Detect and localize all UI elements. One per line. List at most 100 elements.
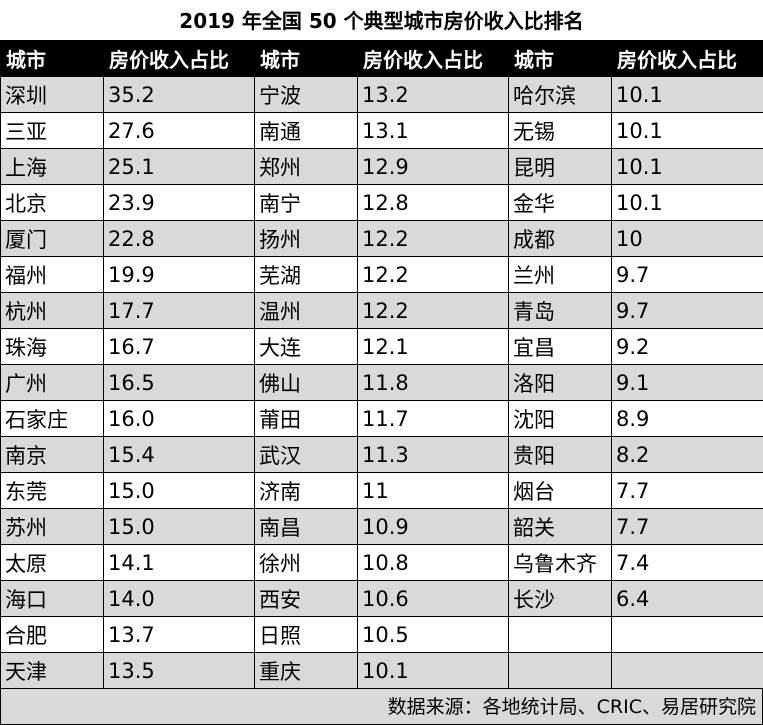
city-cell: 洛阳	[508, 364, 612, 401]
city-cell: 广州	[0, 364, 104, 401]
ratio-cell: 11.7	[357, 400, 509, 437]
city-cell: 日照	[254, 616, 358, 653]
city-cell: 成都	[508, 220, 612, 257]
city-cell: 青岛	[508, 292, 612, 329]
table-row: 三亚 27.6 南通 13.1 无锡 10.1	[0, 112, 763, 149]
table-row: 东莞 15.0 济南 11 烟台 7.7	[0, 472, 763, 509]
table-row: 福州 19.9 芜湖 12.2 兰州 9.7	[0, 256, 763, 293]
data-source-note: 数据来源：各地统计局、CRIC、易居研究院	[0, 689, 763, 725]
table-row: 北京 23.9 南宁 12.8 金华 10.1	[0, 184, 763, 221]
ratio-cell: 9.7	[611, 292, 763, 329]
ratio-cell: 9.2	[611, 328, 763, 365]
ratio-cell: 7.7	[611, 472, 763, 509]
city-cell: 福州	[0, 256, 104, 293]
ratio-cell: 10.1	[611, 148, 763, 185]
ratio-cell: 10.1	[611, 112, 763, 149]
city-cell: 南昌	[254, 508, 358, 545]
column-header-city-2: 城市	[254, 40, 358, 77]
table-row: 天津 13.5 重庆 10.1	[0, 652, 763, 689]
city-cell: 太原	[0, 544, 104, 581]
city-cell: 大连	[254, 328, 358, 365]
ratio-cell: 16.0	[103, 400, 255, 437]
ratio-cell: 35.2	[103, 76, 255, 113]
ratio-cell: 19.9	[103, 256, 255, 293]
city-cell: 宁波	[254, 76, 358, 113]
table-row: 石家庄 16.0 莆田 11.7 沈阳 8.9	[0, 400, 763, 437]
table-row: 太原 14.1 徐州 10.8 乌鲁木齐 7.4	[0, 544, 763, 581]
city-cell: 兰州	[508, 256, 612, 293]
ratio-cell: 17.7	[103, 292, 255, 329]
city-cell: 苏州	[0, 508, 104, 545]
city-cell: 济南	[254, 472, 358, 509]
ratio-cell: 12.1	[357, 328, 509, 365]
city-cell: 郑州	[254, 148, 358, 185]
table-header-row: 城市 房价收入占比 城市 房价收入占比 城市 房价收入占比	[0, 40, 763, 77]
ratio-cell: 9.7	[611, 256, 763, 293]
ratio-cell: 27.6	[103, 112, 255, 149]
ratio-cell: 8.9	[611, 400, 763, 437]
ratio-cell: 10.1	[611, 76, 763, 113]
ratio-cell: 11	[357, 472, 509, 509]
city-cell: 深圳	[0, 76, 104, 113]
ratio-cell: 12.2	[357, 220, 509, 257]
city-cell: 石家庄	[0, 400, 104, 437]
city-cell	[508, 652, 612, 689]
city-cell: 乌鲁木齐	[508, 544, 612, 581]
table-body: 深圳 35.2 宁波 13.2 哈尔滨 10.1 三亚 27.6 南通 13.1 无锡 10.1 上海 2…	[0, 76, 763, 689]
city-cell: 上海	[0, 148, 104, 185]
city-cell: 扬州	[254, 220, 358, 257]
table-row: 上海 25.1 郑州 12.9 昆明 10.1	[0, 148, 763, 185]
table-row: 珠海 16.7 大连 12.1 宜昌 9.2	[0, 328, 763, 365]
ratio-cell: 22.8	[103, 220, 255, 257]
city-cell: 南通	[254, 112, 358, 149]
city-cell: 贵阳	[508, 436, 612, 473]
city-cell: 东莞	[0, 472, 104, 509]
city-cell: 西安	[254, 580, 358, 617]
ratio-cell: 13.7	[103, 616, 255, 653]
column-header-ratio-2: 房价收入占比	[357, 40, 509, 77]
city-cell: 北京	[0, 184, 104, 221]
ratio-cell: 6.4	[611, 580, 763, 617]
city-cell: 南京	[0, 436, 104, 473]
ratio-cell: 10.6	[357, 580, 509, 617]
city-cell: 佛山	[254, 364, 358, 401]
ratio-cell: 25.1	[103, 148, 255, 185]
ratio-cell: 11.8	[357, 364, 509, 401]
city-cell: 三亚	[0, 112, 104, 149]
ratio-cell: 16.7	[103, 328, 255, 365]
ratio-cell: 13.2	[357, 76, 509, 113]
ratio-cell: 12.2	[357, 256, 509, 293]
column-header-ratio-3: 房价收入占比	[611, 40, 763, 77]
ratio-cell: 10.1	[611, 184, 763, 221]
table-row: 广州 16.5 佛山 11.8 洛阳 9.1	[0, 364, 763, 401]
ratio-cell: 15.4	[103, 436, 255, 473]
city-cell: 海口	[0, 580, 104, 617]
ratio-cell: 16.5	[103, 364, 255, 401]
ratio-cell: 10.9	[357, 508, 509, 545]
city-cell: 宜昌	[508, 328, 612, 365]
city-cell: 无锡	[508, 112, 612, 149]
column-header-city-3: 城市	[508, 40, 612, 77]
table-row: 深圳 35.2 宁波 13.2 哈尔滨 10.1	[0, 76, 763, 113]
ratio-cell: 7.4	[611, 544, 763, 581]
city-cell: 哈尔滨	[508, 76, 612, 113]
city-cell: 长沙	[508, 580, 612, 617]
ratio-cell	[611, 652, 763, 689]
city-cell: 合肥	[0, 616, 104, 653]
ratio-cell: 13.5	[103, 652, 255, 689]
ratio-cell: 12.8	[357, 184, 509, 221]
ratio-cell: 10.5	[357, 616, 509, 653]
ratio-cell: 15.0	[103, 508, 255, 545]
ratio-cell: 14.0	[103, 580, 255, 617]
city-cell: 厦门	[0, 220, 104, 257]
ratio-cell: 8.2	[611, 436, 763, 473]
city-cell: 珠海	[0, 328, 104, 365]
city-cell: 沈阳	[508, 400, 612, 437]
ratio-cell: 13.1	[357, 112, 509, 149]
ratio-cell: 10.8	[357, 544, 509, 581]
city-cell: 金华	[508, 184, 612, 221]
city-cell: 天津	[0, 652, 104, 689]
city-cell: 莆田	[254, 400, 358, 437]
ratio-cell	[611, 616, 763, 653]
ratio-cell: 9.1	[611, 364, 763, 401]
